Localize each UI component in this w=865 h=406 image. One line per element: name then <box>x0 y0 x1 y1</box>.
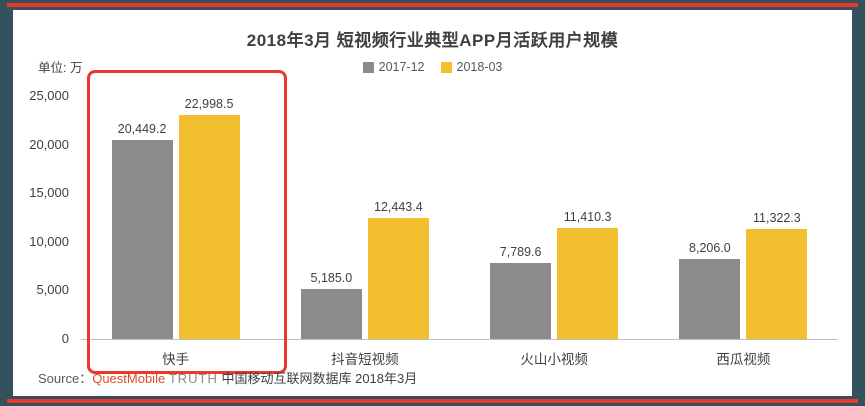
bar-2017-12 <box>111 140 173 339</box>
bar-2018-03 <box>178 115 240 339</box>
unit-label: 单位: 万 <box>38 61 83 75</box>
category-label: 火山小视频 <box>520 352 588 367</box>
source-prefix: Source： <box>38 371 93 386</box>
value-label: 11,410.3 <box>563 210 612 225</box>
bar-2018-03 <box>746 228 808 339</box>
y-axis: 0 5,000 10,000 15,000 20,000 25,000 <box>13 88 69 346</box>
bar-group: 7,789.6 11,410.3 <box>460 96 649 339</box>
y-tick-label: 15,000 <box>29 185 69 201</box>
legend: 2017-12 2018-03 <box>13 60 852 74</box>
bar-2018-03 <box>557 228 619 339</box>
bar-chart: 0 5,000 10,000 15,000 20,000 25,000 20,449.2 2… <box>13 88 852 346</box>
bar-column: 20,449.2 <box>111 122 173 339</box>
y-tick-label: 20,000 <box>29 136 69 152</box>
bottom-accent-line <box>7 399 858 403</box>
plot-area: 20,449.2 22,998.5 5,185.0 12,443.4 7,789.6 11… <box>81 96 838 340</box>
y-tick-label: 25,000 <box>29 88 69 103</box>
value-label: 11,322.3 <box>753 210 801 225</box>
bar-group: 5,185.0 12,443.4 <box>270 96 459 339</box>
y-tick-label: 10,000 <box>29 233 69 249</box>
category-label: 西瓜视频 <box>716 352 771 367</box>
bar-group: 20,449.2 22,998.5 <box>81 96 270 339</box>
bar-2017-12 <box>679 259 741 339</box>
legend-swatch <box>440 61 452 73</box>
category-axis: 快手 抖音短视频 火山小视频 西瓜视频 <box>81 339 838 368</box>
source-brand: QuestMobile <box>92 371 166 386</box>
bar-column: 22,998.5 <box>178 97 240 339</box>
bar-column: 8,206.0 <box>679 241 741 339</box>
bar-column: 11,322.3 <box>746 210 808 339</box>
value-label: 20,449.2 <box>117 122 167 137</box>
legend-label: 2017-12 <box>378 60 425 74</box>
source-line: Source：QuestMobile TRUTH 中国移动互联网数据库 2018… <box>38 368 417 387</box>
legend-item: 2018-03 <box>440 60 503 74</box>
bar-2017-12 <box>300 288 362 339</box>
category-label: 抖音短视频 <box>331 352 399 367</box>
legend-label: 2018-03 <box>456 60 503 74</box>
source-product: TRUTH <box>168 371 218 386</box>
legend-item: 2017-12 <box>362 60 425 74</box>
source-rest: 中国移动互联网数据库 2018年3月 <box>221 371 418 386</box>
chart-canvas: 2018年3月 短视频行业典型APP月活跃用户规模 单位: 万 2017-12 2… <box>13 10 852 396</box>
chart-title: 2018年3月 短视频行业典型APP月活跃用户规模 <box>246 31 619 50</box>
bar-column: 12,443.4 <box>367 200 429 339</box>
value-label: 5,185.0 <box>310 270 353 285</box>
bar-column: 11,410.3 <box>557 210 619 339</box>
bar-column: 7,789.6 <box>490 245 552 339</box>
category-label: 快手 <box>162 352 190 367</box>
value-label: 12,443.4 <box>374 200 423 215</box>
legend-swatch <box>362 61 374 73</box>
bar-2018-03 <box>367 218 429 339</box>
top-accent-line <box>7 3 858 7</box>
value-label: 8,206.0 <box>689 241 731 256</box>
bar-column: 5,185.0 <box>300 270 362 339</box>
y-tick-label: 0 <box>61 331 69 346</box>
bar-2017-12 <box>490 263 552 339</box>
bar-group: 8,206.0 11,322.3 <box>649 96 838 339</box>
value-label: 7,789.6 <box>499 245 542 260</box>
value-label: 22,998.5 <box>184 97 234 112</box>
y-tick-label: 5,000 <box>36 282 69 298</box>
